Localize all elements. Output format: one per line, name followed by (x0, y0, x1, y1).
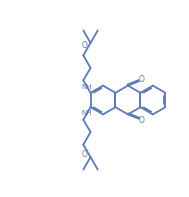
Text: O: O (82, 41, 88, 50)
Text: NH: NH (81, 110, 91, 116)
Text: O: O (139, 75, 145, 84)
Text: O: O (139, 116, 145, 125)
Text: O: O (82, 150, 88, 159)
Text: NH: NH (81, 84, 91, 90)
